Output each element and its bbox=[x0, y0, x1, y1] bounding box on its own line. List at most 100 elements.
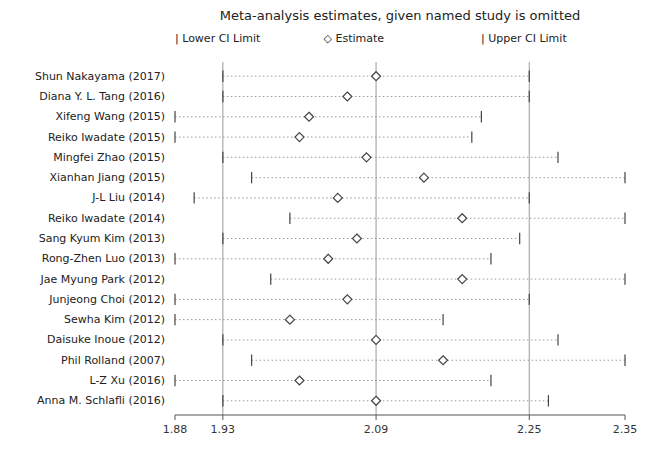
estimate-marker bbox=[372, 72, 381, 81]
tick-label: 2.35 bbox=[613, 423, 638, 436]
ci-limit bbox=[222, 71, 223, 82]
estimate-marker bbox=[419, 173, 428, 182]
estimate-marker bbox=[343, 92, 352, 101]
category-label: Reiko Iwadate (2015) bbox=[48, 131, 165, 144]
ci-limit bbox=[624, 172, 625, 183]
estimate-marker bbox=[305, 112, 314, 121]
ci-limit bbox=[174, 314, 175, 325]
ci-limit bbox=[251, 172, 252, 183]
ci-limit bbox=[174, 375, 175, 386]
ci-limit bbox=[624, 273, 625, 284]
tick bbox=[222, 415, 223, 420]
ci-limit bbox=[222, 334, 223, 345]
ci-line bbox=[175, 137, 472, 138]
ci-line bbox=[223, 157, 558, 158]
ci-limit bbox=[222, 91, 223, 102]
ci-limit bbox=[251, 355, 252, 366]
category-label: Xianhan Jiang (2015) bbox=[49, 171, 165, 184]
tick-label: 1.93 bbox=[211, 423, 236, 436]
category-label: Jae Myung Park (2012) bbox=[39, 273, 165, 286]
category-labels: Shun Nakayama (2017) Diana Y. L. Tang (20… bbox=[35, 70, 165, 408]
reference-line bbox=[222, 62, 223, 415]
title: Meta-analysis estimates, given named stu… bbox=[220, 8, 581, 23]
ci-line bbox=[271, 279, 625, 280]
ci-limit bbox=[270, 273, 271, 284]
ci-limit bbox=[222, 395, 223, 406]
ci-line bbox=[252, 177, 625, 178]
legend-entry: ◇ Estimate bbox=[324, 32, 385, 45]
estimate-marker bbox=[458, 275, 467, 284]
estimate-marker bbox=[333, 193, 342, 202]
estimate-marker bbox=[295, 133, 304, 142]
tick bbox=[175, 415, 176, 420]
estimate-marker bbox=[295, 376, 304, 385]
ci-limit bbox=[442, 314, 443, 325]
estimate-marker bbox=[343, 295, 352, 304]
category-label: Reiko Iwadate (2014) bbox=[48, 212, 165, 225]
ci-limit bbox=[471, 131, 472, 142]
ci-line bbox=[175, 116, 481, 117]
ci-limit bbox=[624, 355, 625, 366]
ci-limit bbox=[519, 233, 520, 244]
tick-label: 2.25 bbox=[517, 423, 542, 436]
ci-limit bbox=[548, 395, 549, 406]
ci-line bbox=[175, 380, 491, 381]
ci-limit bbox=[529, 71, 530, 82]
ci-limit bbox=[174, 111, 175, 122]
ci-line bbox=[223, 400, 549, 401]
category-label: Diana Y. L. Tang (2016) bbox=[39, 90, 165, 103]
category-label: Xifeng Wang (2015) bbox=[55, 110, 165, 123]
ci-limit bbox=[490, 375, 491, 386]
ci-limit bbox=[222, 152, 223, 163]
reference-line bbox=[529, 62, 530, 415]
tick bbox=[529, 415, 530, 420]
ci-limit bbox=[529, 91, 530, 102]
estimate-marker bbox=[372, 335, 381, 344]
ci-limit bbox=[481, 111, 482, 122]
category-label: J-L Liu (2014) bbox=[91, 191, 165, 204]
chart: Meta-analysis estimates, given named stu… bbox=[0, 0, 650, 451]
tick bbox=[376, 415, 377, 420]
tick-label: 1.88 bbox=[163, 423, 188, 436]
estimate-marker bbox=[285, 315, 294, 324]
estimate-marker bbox=[458, 214, 467, 223]
ci-limit bbox=[529, 294, 530, 305]
estimate-marker bbox=[324, 254, 333, 263]
category-label: Mingfei Zhao (2015) bbox=[53, 151, 165, 164]
ci-limit bbox=[174, 253, 175, 264]
ci-line bbox=[223, 96, 529, 97]
estimate-marker bbox=[439, 356, 448, 365]
estimate-marker bbox=[372, 396, 381, 405]
estimate-marker bbox=[362, 153, 371, 162]
ci-limit bbox=[557, 152, 558, 163]
category-label: Junjeong Choi (2012) bbox=[48, 293, 165, 306]
ci-limit bbox=[289, 213, 290, 224]
axis-line bbox=[175, 415, 625, 416]
reference-lines bbox=[223, 62, 529, 415]
category-label: Sewha Kim (2012) bbox=[64, 313, 165, 326]
x-axis: 1.88 1.93 2.09 2.25 2.35 bbox=[163, 415, 638, 436]
ci-limit bbox=[174, 294, 175, 305]
ci-line bbox=[223, 238, 520, 239]
tick bbox=[625, 415, 626, 420]
ci-limit bbox=[557, 334, 558, 345]
marks bbox=[175, 71, 625, 407]
category-label: Rong-Zhen Luo (2013) bbox=[42, 252, 165, 265]
estimate-marker bbox=[352, 234, 361, 243]
ci-line bbox=[194, 197, 529, 198]
ci-line bbox=[175, 319, 443, 320]
ci-limit bbox=[490, 253, 491, 264]
ci-limit bbox=[174, 131, 175, 142]
ci-limit bbox=[222, 233, 223, 244]
legend-entry: | Upper CI Limit bbox=[481, 32, 567, 45]
ci-limit bbox=[624, 213, 625, 224]
ci-limit bbox=[194, 192, 195, 203]
legend: | Lower CI Limit ◇ Estimate | Upper CI Lim… bbox=[175, 32, 567, 45]
category-label: L-Z Xu (2016) bbox=[89, 374, 165, 387]
ci-line bbox=[223, 339, 558, 340]
tick-label: 2.09 bbox=[364, 423, 389, 436]
category-label: Phil Rolland (2007) bbox=[61, 354, 165, 367]
ci-limit bbox=[529, 192, 530, 203]
legend-entry: | Lower CI Limit bbox=[175, 32, 261, 45]
category-label: Shun Nakayama (2017) bbox=[35, 70, 165, 83]
